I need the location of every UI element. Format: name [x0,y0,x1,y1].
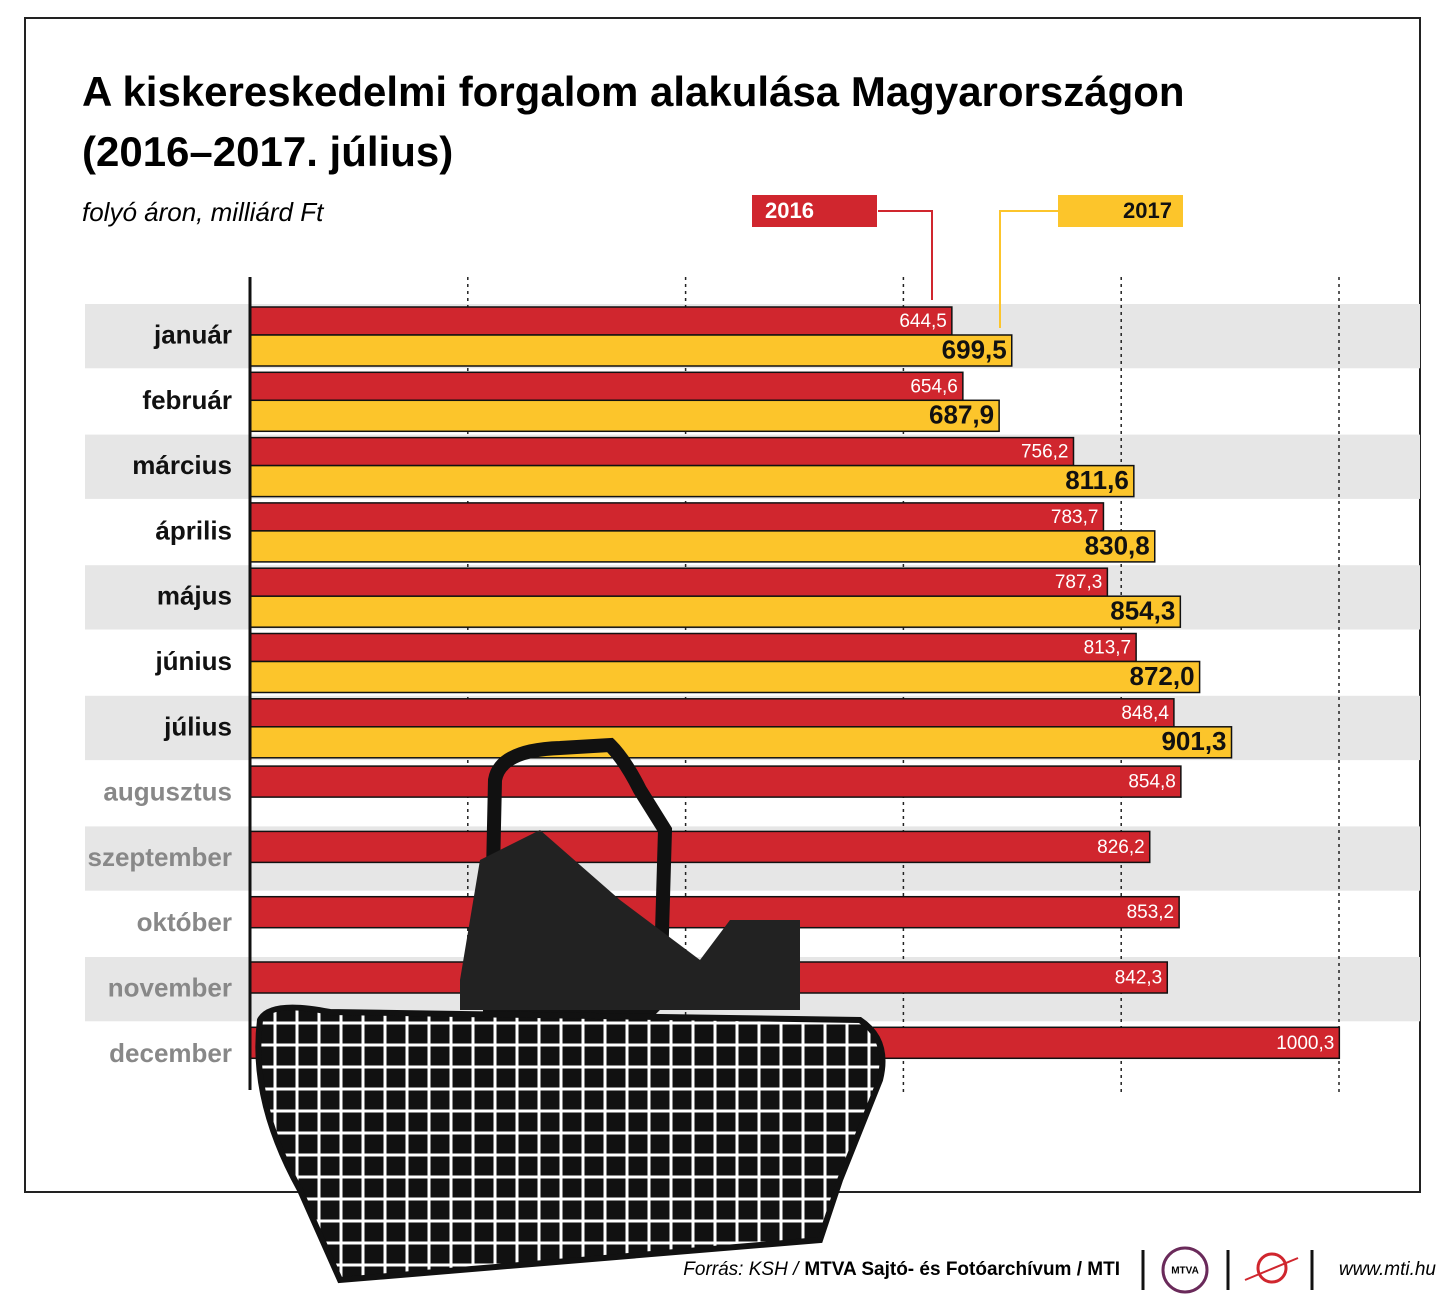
legend-swatch [752,195,877,227]
legend-swatch [1058,195,1183,227]
legend-label: 2016 [765,198,814,223]
value-label: 654,6 [910,376,958,397]
bar [249,830,1151,864]
source-label: Forrás: KSH / [683,1259,800,1280]
value-label: 826,2 [1097,837,1145,858]
bar [249,306,953,336]
y-tick-label: június [154,646,232,676]
value-label: 854,3 [1110,596,1175,626]
value-label: 854,8 [1128,772,1176,793]
logo-mark [1256,1252,1288,1284]
bar [249,765,1182,798]
bar [249,399,1000,433]
value-label: 756,2 [1021,442,1069,463]
value-label: 687,9 [929,400,994,430]
website: www.mti.hu [1339,1259,1437,1280]
source: Forrás: KSH / MTVA Sajtó- és Fotóarchívum… [683,1259,1120,1280]
value-label: 830,8 [1085,530,1150,560]
bar [249,436,1075,467]
chart-title: A kiskereskedelmi forgalom alakulása Mag… [82,68,1185,115]
y-tick-label: május [157,581,232,611]
value-label: 872,0 [1130,661,1195,691]
value-label: 848,4 [1121,703,1169,724]
logo: MTVA [1171,1266,1199,1277]
bar [249,567,1109,597]
value-label: 853,2 [1127,902,1175,923]
y-tick-label: február [142,385,232,415]
value-label: 901,3 [1161,726,1226,756]
value-label: 813,7 [1084,638,1132,659]
bar [249,502,1105,532]
legend: 2016 2017 [752,195,1183,328]
value-label: 787,3 [1055,572,1103,593]
bar [249,371,964,402]
legend-leader [999,210,1058,328]
bar [249,726,1233,759]
bar [249,464,1135,498]
bar [249,632,1137,663]
legend-leader [878,210,933,300]
value-label: 699,5 [942,334,1007,364]
basket [255,737,886,1284]
y-tick-label: március [132,450,232,480]
y-tick-label: december [109,1038,232,1068]
source-name: MTVA Sajtó- és Fotóarchívum / MTI [804,1259,1120,1280]
value-label: 842,3 [1115,968,1163,989]
bar [249,895,1180,929]
bar [249,334,1013,367]
y-tick-label: augusztus [103,777,232,807]
y-tick-label: július [163,711,232,741]
value-label: 1000,3 [1276,1033,1334,1054]
logo-ring [1161,1246,1209,1294]
bar [249,595,1182,628]
bar [249,530,1156,563]
value-label: 811,6 [1065,465,1129,495]
y-tick-label: január [153,320,232,350]
value-label: 783,7 [1051,507,1099,528]
y-tick-label: november [108,973,232,1003]
y-tick-label: október [137,907,232,937]
y-tick-label: április [155,515,232,545]
bar [249,698,1175,728]
chart-title: (2016–2017. július) [82,128,453,175]
y-tick-label: szeptember [88,842,233,872]
chart-subtitle: folyó áron, milliárd Ft [82,197,325,227]
bar [249,660,1201,694]
value-label: 644,5 [899,311,947,332]
logo-mark [1244,1257,1299,1281]
legend-label: 2017 [1123,198,1172,223]
